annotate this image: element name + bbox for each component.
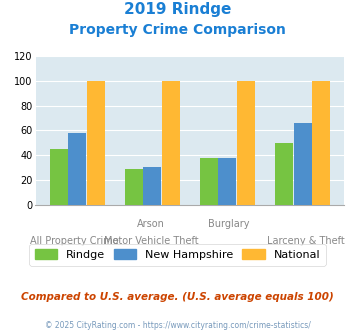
Legend: Rindge, New Hampshire, National: Rindge, New Hampshire, National bbox=[29, 244, 326, 266]
Bar bbox=[87, 81, 105, 205]
Text: Property Crime Comparison: Property Crime Comparison bbox=[69, 23, 286, 37]
Text: Motor Vehicle Theft: Motor Vehicle Theft bbox=[104, 236, 199, 246]
Text: All Property Crime: All Property Crime bbox=[30, 236, 119, 246]
Bar bbox=[275, 143, 293, 205]
Text: © 2025 CityRating.com - https://www.cityrating.com/crime-statistics/: © 2025 CityRating.com - https://www.city… bbox=[45, 321, 310, 330]
Bar bbox=[68, 133, 86, 205]
Text: Compared to U.S. average. (U.S. average equals 100): Compared to U.S. average. (U.S. average … bbox=[21, 292, 334, 302]
Bar bbox=[162, 81, 180, 205]
Bar bbox=[294, 123, 312, 205]
Bar bbox=[143, 168, 162, 205]
Text: 2019 Rindge: 2019 Rindge bbox=[124, 2, 231, 16]
Bar bbox=[237, 81, 255, 205]
Text: Larceny & Theft: Larceny & Theft bbox=[267, 236, 345, 246]
Bar bbox=[312, 81, 330, 205]
Text: Burglary: Burglary bbox=[208, 219, 249, 229]
Text: Arson: Arson bbox=[137, 219, 165, 229]
Bar bbox=[50, 149, 67, 205]
Bar bbox=[218, 157, 236, 205]
Bar bbox=[125, 169, 143, 205]
Bar bbox=[200, 157, 218, 205]
